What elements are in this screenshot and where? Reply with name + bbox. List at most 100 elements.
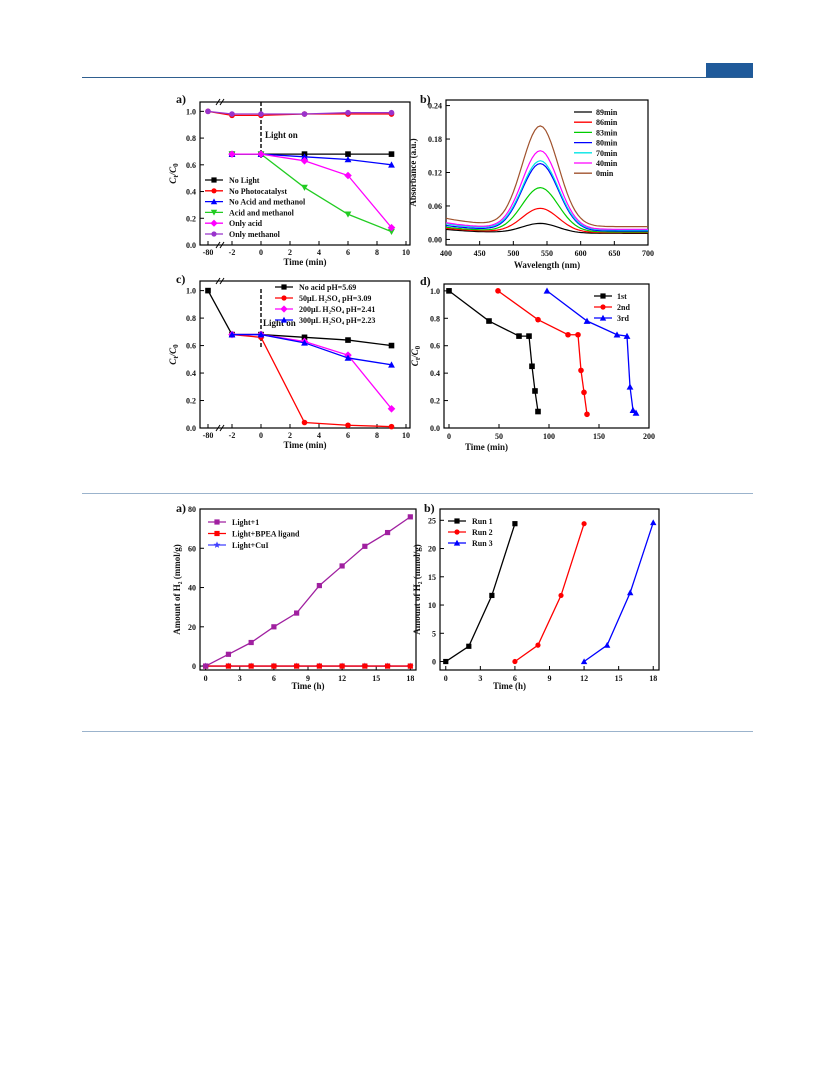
legend-marker: [214, 519, 220, 525]
x-tick-label: 15: [372, 674, 380, 683]
data-point: [584, 411, 590, 418]
legend-marker: [214, 530, 220, 537]
axis-break-mark: [219, 241, 225, 249]
x-axis-title: Wavelength (nm): [514, 260, 580, 270]
y-tick-label: 15: [428, 573, 436, 582]
data-point: [629, 406, 637, 413]
y-tick-label: 25: [428, 516, 436, 525]
x-tick-label: 12: [580, 674, 588, 683]
legend-label: 86min: [596, 118, 618, 127]
x-tick-label: 700: [642, 249, 654, 258]
data-point: [526, 333, 532, 339]
spectrum-40min: [445, 150, 648, 230]
legend-marker: [280, 316, 288, 323]
data-point: [339, 663, 345, 669]
plot-frame: [445, 99, 649, 246]
legend-entry: 89min: [574, 108, 618, 117]
x-tick-label: 2: [288, 431, 292, 440]
y-tick-label: 0.2: [186, 214, 196, 223]
x-axis-title: Time (min): [283, 440, 326, 450]
x-tick-label: 6: [513, 674, 517, 683]
y-tick-label: 0: [432, 658, 436, 667]
data-point: [384, 663, 391, 669]
series-line: [207, 110, 392, 117]
legend-entry: No Acid and methanol: [205, 198, 306, 207]
panel-label: b): [420, 92, 431, 106]
legend-entry: 300μL H₂SO₄ pH=2.23: [275, 316, 375, 325]
legend-marker: [210, 198, 218, 205]
axis-break-mark: [219, 277, 225, 285]
x-tick-label: 0: [447, 432, 451, 441]
legend-marker: [213, 541, 221, 548]
legend-label: No Photocatalyst: [229, 187, 287, 196]
legend-label: 83min: [596, 128, 618, 137]
series-run-1: [443, 521, 518, 665]
legend-marker: [211, 188, 217, 194]
y-tick-label: 60: [188, 544, 196, 553]
chart-fig1a: 0.0 0.2 0.4 0.6 0.8 1.0 -80 -2 0 2 4 6 8 10 Light on Ti…: [168, 92, 411, 267]
data-point: [583, 317, 591, 324]
series-line: [514, 523, 585, 663]
legend-entry: No Photocatalyst: [205, 187, 287, 196]
spectrum-83min: [445, 186, 648, 233]
legend-marker: [211, 231, 217, 237]
x-tick-label: 50: [495, 432, 503, 441]
x-tick-label: 650: [608, 249, 620, 258]
data-point: [345, 422, 351, 429]
data-point: [257, 331, 265, 338]
data-point: [407, 663, 413, 669]
legend-label: No acid pH=5.69: [299, 283, 356, 292]
data-point: [344, 156, 352, 163]
legend-label: Run 1: [472, 517, 493, 526]
x-tick-label: 4: [317, 431, 321, 440]
data-point: [489, 592, 495, 599]
legend-entry: Light+BPEA ligand: [208, 530, 300, 539]
data-point: [301, 334, 308, 341]
x-tick-label: 6: [346, 431, 350, 440]
legend-entry: Run 2: [448, 528, 493, 537]
spectrum-0min: [445, 125, 649, 228]
legend-label: Light+BPEA ligand: [232, 530, 300, 539]
series-300-l-h-so-ph-2-23: [228, 331, 395, 368]
data-point: [623, 332, 631, 339]
data-point: [362, 663, 368, 669]
legend-entry: 70min: [574, 149, 618, 158]
y-tick-label: 0.4: [186, 369, 196, 378]
data-point: [388, 361, 395, 368]
legend-entry: Acid and methanol: [205, 208, 295, 217]
y-axis-title: Ct/C0: [168, 344, 180, 365]
y-tick-label: 0.8: [186, 134, 196, 143]
legend-entry: 3rd: [594, 314, 630, 323]
panel-label: a): [176, 501, 186, 515]
y-tick-label: 0.2: [430, 397, 440, 406]
data-point: [466, 643, 472, 649]
legend-label: 0min: [596, 169, 614, 178]
y-tick-label: 0.0: [186, 241, 196, 250]
y-tick-label: 0.12: [428, 169, 442, 178]
x-tick-label: 400: [440, 249, 452, 258]
legend-label: 2nd: [617, 303, 630, 312]
series-line: [207, 110, 392, 115]
data-point: [581, 389, 587, 396]
legend-label: 80min: [596, 139, 618, 148]
series-only-methanol: [205, 108, 395, 117]
axis-break-mark: [219, 98, 225, 106]
data-point: [578, 367, 584, 374]
spectrum-86min: [445, 207, 648, 234]
legend-entry: No Light: [205, 176, 260, 185]
y-tick-label: 0.4: [186, 188, 196, 197]
data-point: [248, 639, 254, 646]
x-tick-label: 4: [317, 248, 321, 257]
data-point: [316, 663, 322, 669]
x-tick-label: -80: [203, 431, 214, 440]
data-point: [626, 589, 634, 596]
panel-label: a): [176, 92, 186, 106]
series-50-l-h-so-ph-3-09: [229, 331, 395, 430]
legend-label: Light+1: [232, 518, 259, 527]
data-point: [205, 287, 211, 294]
data-point: [345, 151, 351, 157]
y-tick-label: 20: [188, 623, 196, 632]
legend-marker: [600, 293, 606, 299]
x-axis-title: Time (h): [493, 681, 526, 691]
